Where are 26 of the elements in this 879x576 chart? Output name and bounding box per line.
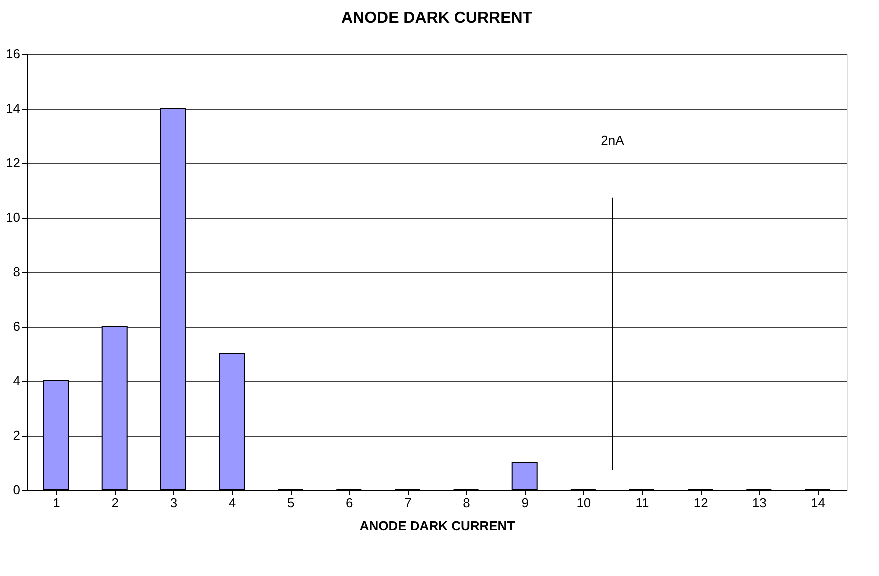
x-tick-label: 1 bbox=[53, 496, 60, 510]
x-tick-label: 12 bbox=[694, 496, 708, 510]
y-tick-label: 0 bbox=[13, 482, 20, 498]
y-tick-label: 6 bbox=[13, 319, 20, 334]
x-tick-label: 14 bbox=[810, 496, 826, 510]
x-tick-label: 10 bbox=[576, 496, 592, 510]
y-tick-label: 12 bbox=[6, 156, 20, 170]
x-tick-label: 5 bbox=[287, 496, 295, 510]
x-tick-label: 6 bbox=[346, 496, 354, 510]
ref-line-label: 2nA bbox=[601, 133, 625, 148]
y-tick-label: 4 bbox=[13, 374, 20, 388]
y-tick-label: 8 bbox=[13, 264, 20, 280]
y-tick-label: 16 bbox=[6, 46, 20, 62]
x-tick-label: 8 bbox=[463, 496, 470, 510]
x-tick-label: 4 bbox=[228, 496, 236, 510]
x-tick-label: 13 bbox=[752, 496, 767, 510]
chart-title: ANODE DARK CURRENT bbox=[341, 10, 533, 27]
x-tick-label: 7 bbox=[404, 496, 412, 510]
x-tick-label: 2 bbox=[112, 496, 119, 510]
x-axis-title: ANODE DARK CURRENT bbox=[360, 518, 516, 534]
y-tick-label: 2 bbox=[13, 428, 20, 443]
x-tick-label: 11 bbox=[636, 496, 650, 510]
x-tick-label: 9 bbox=[522, 496, 529, 510]
x-tick-label: 3 bbox=[170, 496, 178, 510]
y-tick-label: 14 bbox=[6, 101, 20, 116]
y-tick-label: 10 bbox=[6, 210, 20, 225]
